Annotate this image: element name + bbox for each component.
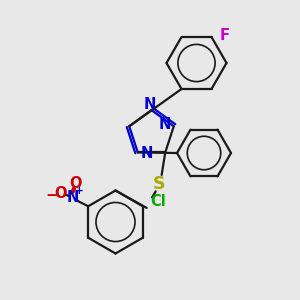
Text: N: N bbox=[141, 146, 153, 161]
Text: O: O bbox=[69, 176, 82, 191]
Text: N: N bbox=[144, 97, 156, 112]
Text: F: F bbox=[220, 28, 230, 43]
Text: +: + bbox=[75, 186, 84, 196]
Text: N: N bbox=[66, 190, 79, 205]
Text: S: S bbox=[152, 175, 165, 193]
Text: −: − bbox=[46, 188, 58, 203]
Text: Cl: Cl bbox=[150, 194, 166, 209]
Text: O: O bbox=[54, 186, 66, 201]
Text: N: N bbox=[159, 117, 171, 132]
